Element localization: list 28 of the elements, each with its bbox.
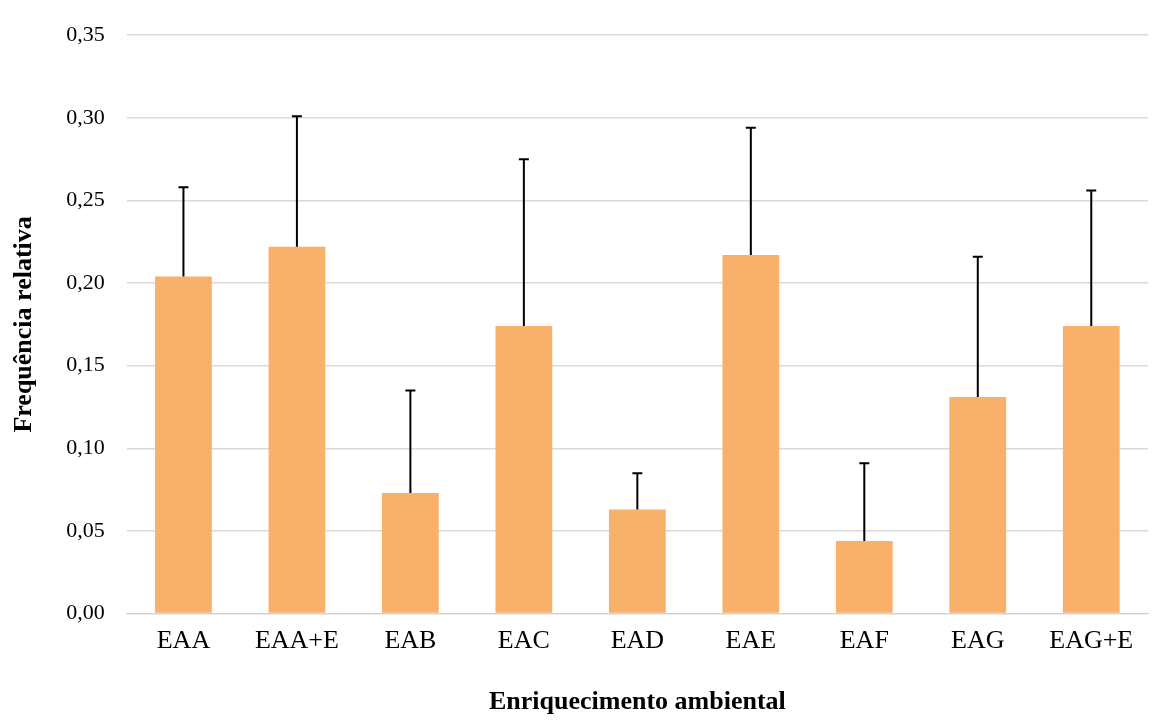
y-tick-label: 0,05 (66, 516, 105, 542)
y-tick-label: 0,00 (66, 599, 105, 625)
x-tick-label: EAA (156, 625, 211, 655)
bar (495, 326, 553, 613)
x-tick-label: EAF (839, 625, 889, 655)
x-tick-label: EAA+E (254, 625, 339, 655)
bar (949, 397, 1007, 613)
x-tick-label: EAB (384, 625, 437, 655)
x-axis-title: Enriquecimento ambiental (488, 686, 786, 716)
y-tick-label: 0,20 (66, 268, 105, 294)
bar (268, 246, 326, 613)
x-tick-label: EAC (497, 625, 550, 655)
y-tick-label: 0,10 (66, 434, 105, 460)
y-tick-label: 0,35 (66, 20, 105, 46)
y-tick-label: 0,30 (66, 103, 105, 129)
bar (1062, 326, 1120, 613)
x-tick-label: EAE (725, 625, 777, 655)
y-axis-title: Frequência relativa (8, 216, 38, 433)
bar (722, 254, 780, 613)
x-tick-label: EAG (951, 625, 1005, 655)
x-tick-label: EAG+E (1049, 625, 1134, 655)
bar (608, 509, 666, 613)
bar (155, 276, 212, 613)
x-tick-label: EAD (610, 625, 665, 655)
y-tick-label: 0,25 (66, 186, 105, 212)
bar (382, 492, 439, 613)
y-tick-label: 0,15 (66, 351, 105, 377)
bar (835, 540, 893, 613)
